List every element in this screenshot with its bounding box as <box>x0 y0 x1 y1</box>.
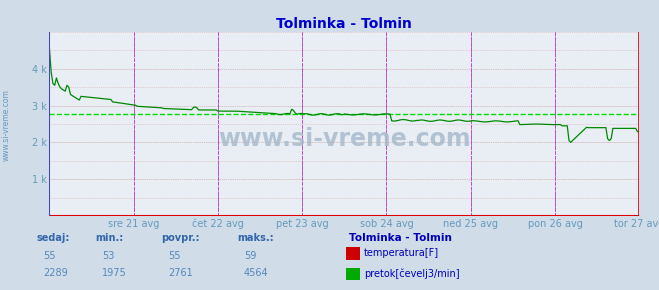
Text: Tolminka - Tolmin: Tolminka - Tolmin <box>349 233 452 243</box>
Text: www.si-vreme.com: www.si-vreme.com <box>218 127 471 151</box>
Text: 59: 59 <box>244 251 256 261</box>
Text: 1975: 1975 <box>102 268 127 278</box>
Text: temperatura[F]: temperatura[F] <box>364 248 439 258</box>
Text: 2289: 2289 <box>43 268 68 278</box>
Text: maks.:: maks.: <box>237 233 274 243</box>
Text: sedaj:: sedaj: <box>36 233 70 243</box>
Text: 55: 55 <box>168 251 181 261</box>
Text: 53: 53 <box>102 251 115 261</box>
Text: povpr.:: povpr.: <box>161 233 200 243</box>
Text: 4564: 4564 <box>244 268 268 278</box>
Text: www.si-vreme.com: www.si-vreme.com <box>1 89 11 161</box>
Text: 2761: 2761 <box>168 268 193 278</box>
Text: pretok[čevelj3/min]: pretok[čevelj3/min] <box>364 268 459 279</box>
Title: Tolminka - Tolmin: Tolminka - Tolmin <box>276 17 413 31</box>
Text: 55: 55 <box>43 251 55 261</box>
Text: min.:: min.: <box>96 233 124 243</box>
